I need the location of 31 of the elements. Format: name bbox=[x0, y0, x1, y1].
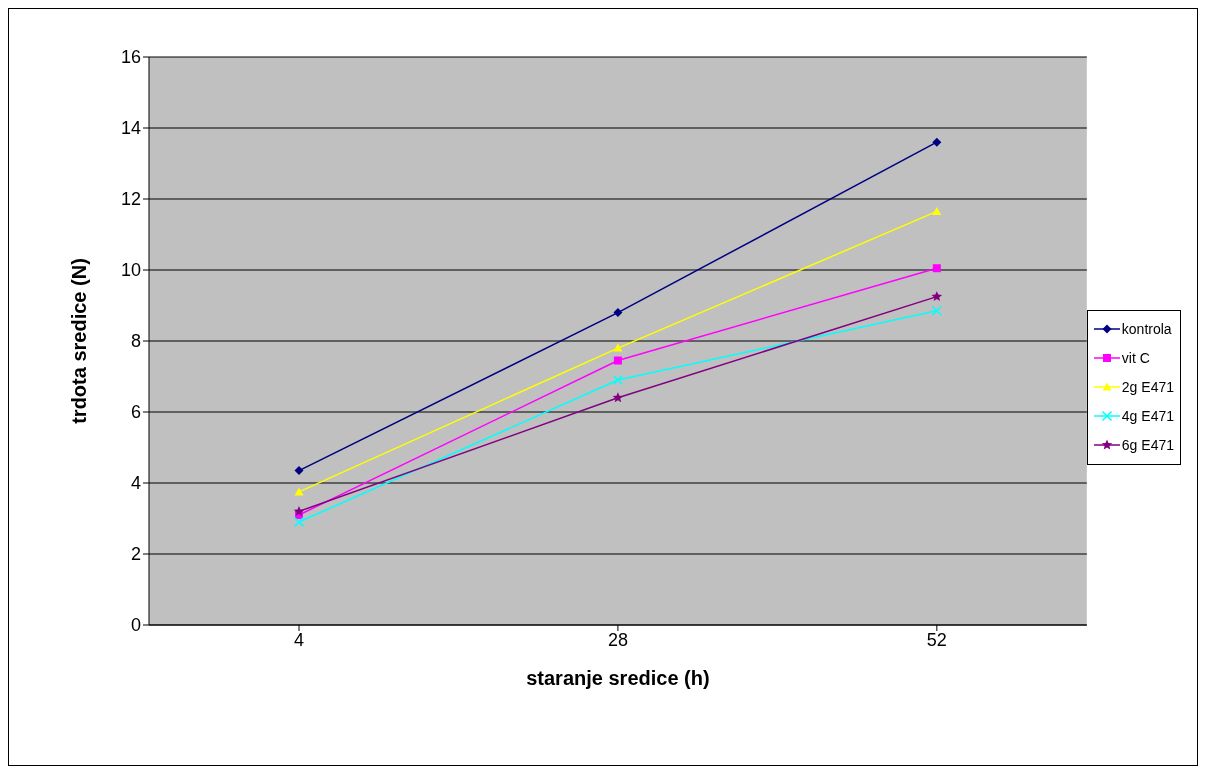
point bbox=[293, 516, 305, 528]
x-tick-label: 52 bbox=[926, 629, 947, 650]
legend-label: kontrola bbox=[1121, 321, 1172, 337]
y-tick-label: 6 bbox=[130, 402, 141, 423]
y-tick-label: 10 bbox=[120, 260, 141, 281]
point bbox=[294, 466, 304, 476]
point bbox=[613, 343, 623, 352]
point bbox=[931, 305, 943, 317]
point bbox=[932, 137, 942, 147]
point bbox=[612, 374, 624, 386]
legend-label: vit C bbox=[1121, 350, 1150, 366]
y-tick-label: 8 bbox=[130, 331, 141, 352]
legend-label: 6g E471 bbox=[1121, 437, 1174, 453]
point bbox=[932, 264, 941, 273]
point bbox=[931, 291, 943, 302]
y-axis-title: trdota sredice (N) bbox=[68, 258, 91, 424]
y-tick-label: 12 bbox=[120, 189, 141, 210]
point bbox=[932, 206, 942, 215]
legend-label: 4g E471 bbox=[1121, 408, 1174, 424]
y-tick-label: 14 bbox=[120, 118, 141, 139]
point bbox=[613, 356, 622, 365]
y-tick-label: 2 bbox=[130, 544, 141, 565]
point bbox=[293, 505, 305, 516]
x-tick-label: 4 bbox=[293, 629, 305, 650]
y-tick-label: 4 bbox=[130, 473, 141, 494]
x-axis-title: staranje sredice (h) bbox=[526, 667, 710, 689]
y-tick-label: 0 bbox=[130, 615, 141, 636]
x-tick-label: 28 bbox=[607, 629, 628, 650]
point bbox=[613, 308, 623, 318]
legend-label: 2g E471 bbox=[1121, 379, 1174, 395]
y-tick-label: 16 bbox=[120, 47, 141, 68]
